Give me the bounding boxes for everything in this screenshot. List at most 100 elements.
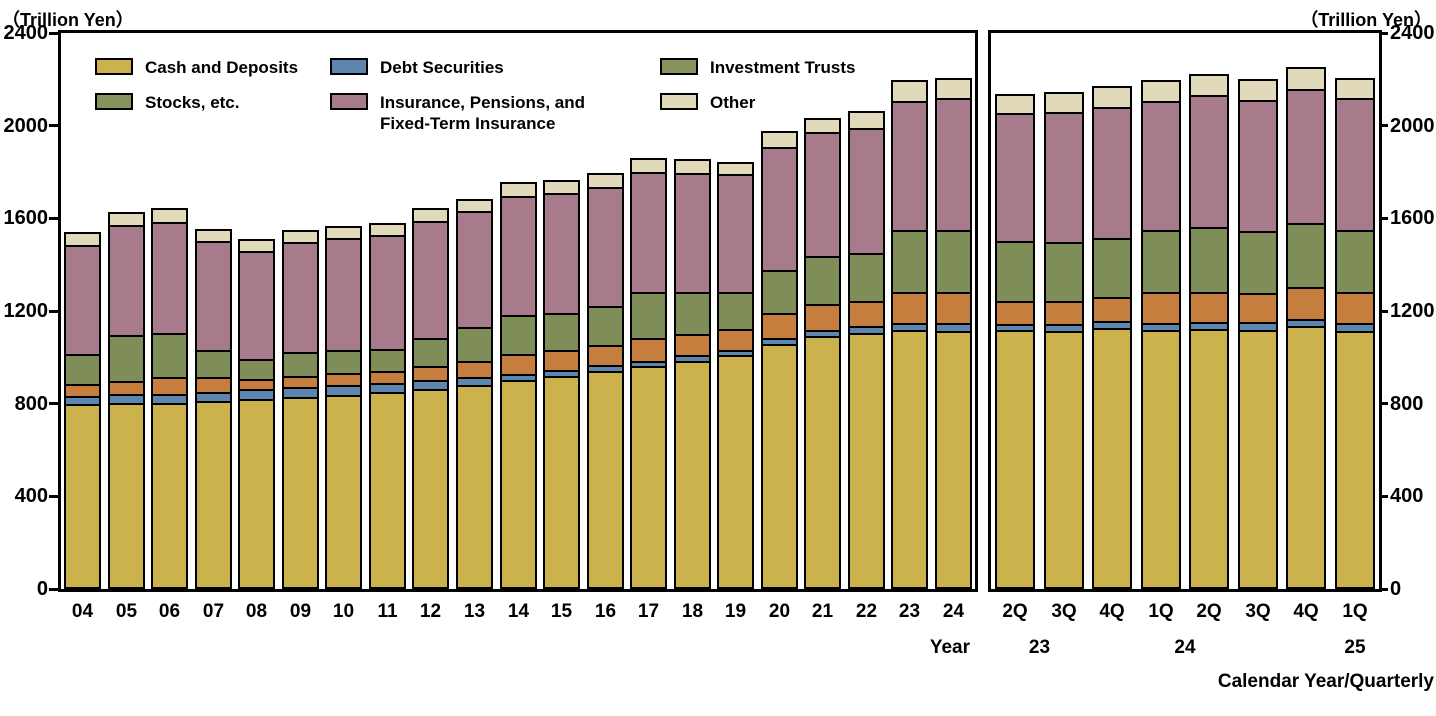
bar-segment xyxy=(1092,297,1132,323)
bar-segment xyxy=(238,399,275,589)
bar-segment xyxy=(238,251,275,361)
x-axis-label: 16 xyxy=(594,601,617,622)
bar-segment xyxy=(848,253,885,303)
bar-segment xyxy=(412,221,449,340)
x-axis-label: 13 xyxy=(463,601,486,622)
bar-segment xyxy=(891,101,928,232)
bar-segment xyxy=(369,349,406,373)
bar-segment xyxy=(1286,326,1326,589)
bar-segment xyxy=(630,172,667,294)
quarterly-panel xyxy=(988,30,1382,592)
y-axis-tick xyxy=(49,588,58,591)
bar-segment xyxy=(717,329,754,352)
y-axis-tick xyxy=(1379,124,1388,127)
x-axis-label: 14 xyxy=(507,601,530,622)
quarterly-bars xyxy=(991,33,1379,589)
bar-segment xyxy=(325,395,362,589)
x-axis-label: 06 xyxy=(158,601,181,622)
x-axis-label: 18 xyxy=(681,601,704,622)
bar-segment xyxy=(325,350,362,375)
bar-segment xyxy=(891,80,928,103)
insurance-swatch-icon xyxy=(330,93,368,110)
bar-segment xyxy=(1335,230,1375,294)
bar-segment xyxy=(151,208,188,224)
y-axis-tick xyxy=(49,32,58,35)
bar-segment xyxy=(1044,301,1084,326)
bar-segment xyxy=(848,111,885,130)
legend-label: Investment Trusts xyxy=(710,58,856,77)
bar-segment xyxy=(325,226,362,240)
bar-segment xyxy=(412,389,449,589)
legend-label: Other xyxy=(710,93,756,112)
bar-segment xyxy=(1092,86,1132,109)
bar-segment xyxy=(282,230,319,244)
bar-segment xyxy=(674,334,711,357)
bar-segment xyxy=(369,235,406,351)
bar-segment xyxy=(587,306,624,347)
bar-segment xyxy=(1335,292,1375,325)
x-axis-label: 23 xyxy=(898,601,921,622)
bar-segment xyxy=(64,245,101,356)
bar-segment xyxy=(282,397,319,589)
x-axis-label: 10 xyxy=(332,601,355,622)
quarter-year-label: 24 xyxy=(1174,637,1196,658)
bar-segment xyxy=(108,335,145,383)
bar-segment xyxy=(1286,287,1326,321)
bar-segment xyxy=(500,196,537,317)
investment-trusts-swatch-icon xyxy=(660,58,698,75)
bar-segment xyxy=(282,352,319,378)
bar-segment xyxy=(1335,331,1375,589)
bar-segment xyxy=(995,330,1035,589)
x-axis-label: 11 xyxy=(377,601,398,622)
bar-segment xyxy=(325,238,362,352)
bar-segment xyxy=(500,354,537,376)
bar-segment xyxy=(195,350,232,379)
bar-segment xyxy=(456,211,493,329)
bar-segment xyxy=(195,241,232,352)
bar-segment xyxy=(108,212,145,227)
bar-segment xyxy=(630,158,667,174)
bar-segment xyxy=(108,225,145,337)
x-axis-label: 05 xyxy=(115,601,138,622)
legend-item-insurance: Insurance, Pensions, and Fixed-Term Insu… xyxy=(330,92,585,134)
bar-segment xyxy=(195,401,232,589)
y-axis-label: 800 xyxy=(14,393,48,415)
bar-segment xyxy=(1044,92,1084,114)
bar-segment xyxy=(543,350,580,372)
legend-label: Insurance, Pensions, and Fixed-Term Insu… xyxy=(380,93,586,133)
bar-segment xyxy=(1092,238,1132,299)
y-axis-label: 1200 xyxy=(3,300,49,322)
bar-segment xyxy=(761,131,798,149)
y-axis-label: 400 xyxy=(14,485,48,507)
bar-segment xyxy=(1286,89,1326,225)
bar-segment xyxy=(587,187,624,308)
legend-item-debt-securities: Debt Securities xyxy=(330,57,504,78)
bar-segment xyxy=(64,232,101,247)
annual-bars xyxy=(61,33,975,589)
x-axis-label: 19 xyxy=(724,601,747,622)
x-axis-label: 4Q xyxy=(1099,601,1125,622)
bar-segment xyxy=(891,330,928,589)
bar-segment xyxy=(500,380,537,589)
y-axis-label: 2400 xyxy=(1390,22,1435,44)
bar-segment xyxy=(238,239,275,253)
annual-panel xyxy=(58,30,978,592)
y-axis-tick xyxy=(49,402,58,405)
axis-caption-year: Year xyxy=(929,637,970,658)
bar-segment xyxy=(456,327,493,363)
y-axis-label: 0 xyxy=(1390,578,1402,600)
y-axis-label: 400 xyxy=(1390,485,1424,507)
bar-segment xyxy=(1189,227,1229,294)
bar-segment xyxy=(630,366,667,589)
bar-segment xyxy=(1044,112,1084,244)
bar-segment xyxy=(891,230,928,294)
bar-segment xyxy=(1286,223,1326,289)
bar-segment xyxy=(630,338,667,363)
bar-segment xyxy=(456,361,493,379)
bar-segment xyxy=(151,333,188,379)
bar-segment xyxy=(1335,78,1375,100)
bar-segment xyxy=(369,371,406,385)
x-axis-label: 1Q xyxy=(1148,601,1174,622)
stocks-swatch-icon xyxy=(95,93,133,110)
bar-segment xyxy=(995,113,1035,243)
